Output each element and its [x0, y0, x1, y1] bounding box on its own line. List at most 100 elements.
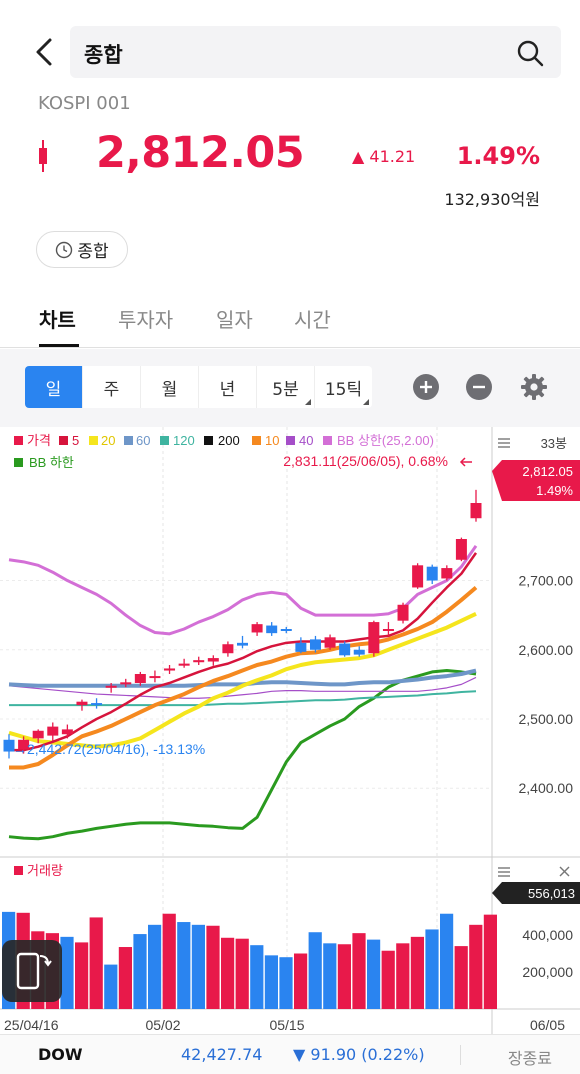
- index-code: KOSPI 001: [38, 93, 131, 114]
- candle-body: [339, 643, 351, 656]
- search-icon[interactable]: [515, 38, 545, 68]
- close-icon: [559, 866, 570, 877]
- period-week-button[interactable]: 주: [83, 366, 141, 408]
- legend-ma60-swatch: [124, 436, 133, 445]
- period-tick-button[interactable]: 15틱: [315, 366, 372, 408]
- x-tick-label: 06/05: [530, 1017, 565, 1033]
- high-note: 2,831.11(25/06/05), 0.68%: [283, 453, 448, 469]
- price-tag-value: 2,812.05: [522, 464, 573, 479]
- volume-bar: [206, 925, 220, 1009]
- candle-body: [18, 739, 30, 750]
- legend-bb-upper: BB 상한(25,2.00): [337, 433, 434, 448]
- candle-body: [237, 642, 248, 646]
- candle-body: [309, 639, 321, 650]
- volume-bar: [323, 943, 337, 1009]
- volume-bar: [133, 934, 147, 1009]
- search-input[interactable]: 종합: [70, 26, 561, 78]
- zoom-out-icon[interactable]: [465, 373, 493, 401]
- candle-body: [164, 668, 176, 671]
- trade-amount: 132,930억원: [444, 190, 540, 209]
- volume-bar: [337, 944, 351, 1009]
- high-arrow-icon: [459, 457, 472, 467]
- volume-bar: [221, 937, 235, 1009]
- legend-ma10-swatch: [252, 436, 261, 445]
- legend: 가격 5 20 60 120 200 10 40 BB 상한(25,2.00) …: [14, 433, 434, 470]
- legend-volume-swatch: [14, 866, 23, 875]
- candle-count: 33봉: [541, 436, 567, 451]
- dropdown-corner-icon: [305, 399, 311, 405]
- candle-body: [441, 568, 453, 579]
- ticker-name: DOW: [38, 1045, 83, 1064]
- tab-chart[interactable]: 차트: [39, 308, 76, 332]
- x-tick-label: 05/02: [145, 1017, 180, 1033]
- grid-lines: [0, 580, 492, 789]
- candle-body: [3, 739, 15, 752]
- volume-bar: [352, 933, 366, 1009]
- legend-ma200-swatch: [204, 436, 213, 445]
- candle-body: [266, 625, 278, 634]
- volume-bar: [235, 938, 249, 1009]
- indicator-line: [8, 676, 477, 699]
- candle-body: [280, 629, 292, 631]
- chart-menu-icon: [498, 438, 510, 448]
- candle-body: [368, 622, 380, 654]
- market-selector-button[interactable]: 종합: [36, 231, 128, 268]
- period-minute-button[interactable]: 5분: [257, 366, 315, 408]
- candle-body: [382, 629, 394, 631]
- back-arrow-icon[interactable]: [28, 28, 64, 76]
- volume-bar: [469, 924, 483, 1009]
- rotate-icon: [16, 952, 52, 990]
- candles: [3, 489, 482, 759]
- candle-body: [134, 674, 146, 683]
- volume-bar: [148, 924, 162, 1009]
- volume-bar: [294, 953, 308, 1009]
- y-tick-label: 2,400.00: [519, 780, 574, 796]
- candle-body: [295, 642, 307, 652]
- period-selector: 일 주 월 년 5분 15틱: [25, 366, 372, 408]
- legend-ma60: 60: [136, 433, 150, 448]
- dropdown-corner-icon: [363, 399, 369, 405]
- rotate-screen-button[interactable]: [2, 940, 62, 1002]
- period-year-button[interactable]: 년: [199, 366, 257, 408]
- candle-body: [412, 565, 424, 588]
- y-tick-label: 2,600.00: [519, 642, 574, 658]
- candle-body: [455, 539, 467, 560]
- tab-underline: [39, 344, 79, 347]
- candle-body: [470, 503, 482, 519]
- x-tick-label: 05/15: [269, 1017, 304, 1033]
- price-chart[interactable]: 가격 5 20 60 120 200 10 40 BB 상한(25,2.00) …: [0, 427, 580, 1039]
- chart-toolbar: 일 주 월 년 5분 15틱: [0, 349, 580, 427]
- gear-icon[interactable]: [520, 373, 548, 401]
- legend-price: 가격: [27, 433, 51, 448]
- tab-time[interactable]: 시간: [294, 308, 331, 332]
- candle-body: [91, 703, 103, 706]
- volume-bar: [162, 913, 176, 1009]
- search-value: 종합: [84, 43, 123, 67]
- volume-bar: [118, 947, 132, 1009]
- candle-body: [120, 682, 132, 685]
- period-month-button[interactable]: 월: [141, 366, 199, 408]
- candle-body: [61, 729, 73, 735]
- zoom-in-icon[interactable]: [412, 373, 440, 401]
- clock-icon: [56, 241, 73, 258]
- bottom-ticker[interactable]: DOW 42,427.74 ▼ 91.90 (0.22%) 장종료: [0, 1034, 580, 1074]
- volume-tick-label: 200,000: [522, 964, 573, 980]
- tab-daily[interactable]: 일자: [216, 308, 253, 332]
- volume-bar: [425, 929, 439, 1009]
- legend-ma120-swatch: [160, 436, 169, 445]
- legend-volume: 거래량: [27, 863, 63, 878]
- current-price: 2,812.05: [96, 128, 305, 178]
- legend-bb-lower: BB 하한: [29, 455, 74, 470]
- period-tick-label: 15틱: [324, 379, 363, 400]
- volume-bar: [75, 942, 89, 1009]
- volume-bar: [177, 922, 191, 1009]
- legend-ma5-swatch: [59, 436, 68, 445]
- period-day-button[interactable]: 일: [25, 366, 83, 408]
- x-axis-labels: 25/04/16 05/02 05/15 06/05: [4, 1017, 565, 1033]
- indicator-line: [9, 585, 478, 770]
- volume-bar: [264, 955, 278, 1009]
- volume-bar: [191, 924, 205, 1009]
- volume-tick-label: 400,000: [522, 927, 573, 943]
- tab-investor[interactable]: 투자자: [118, 308, 174, 332]
- candle-body: [397, 604, 409, 621]
